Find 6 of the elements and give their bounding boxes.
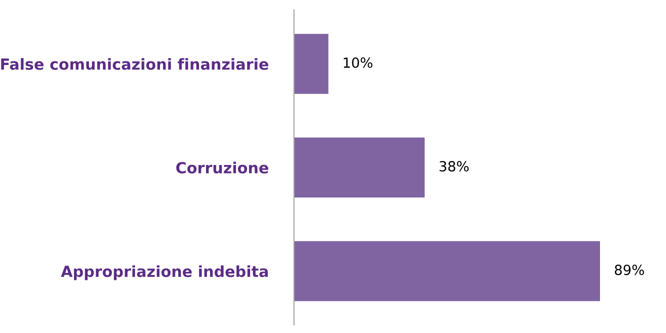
data-label: 10% bbox=[344, 57, 372, 68]
data-label: 38% bbox=[440, 161, 469, 172]
y-tick-label: Corruzione bbox=[176, 162, 268, 174]
y-tick-label: False comunicazioni finanziarie bbox=[1, 58, 268, 70]
data-label: 89% bbox=[614, 264, 644, 276]
y-tick-label: Appropriazione indebita bbox=[60, 265, 268, 280]
